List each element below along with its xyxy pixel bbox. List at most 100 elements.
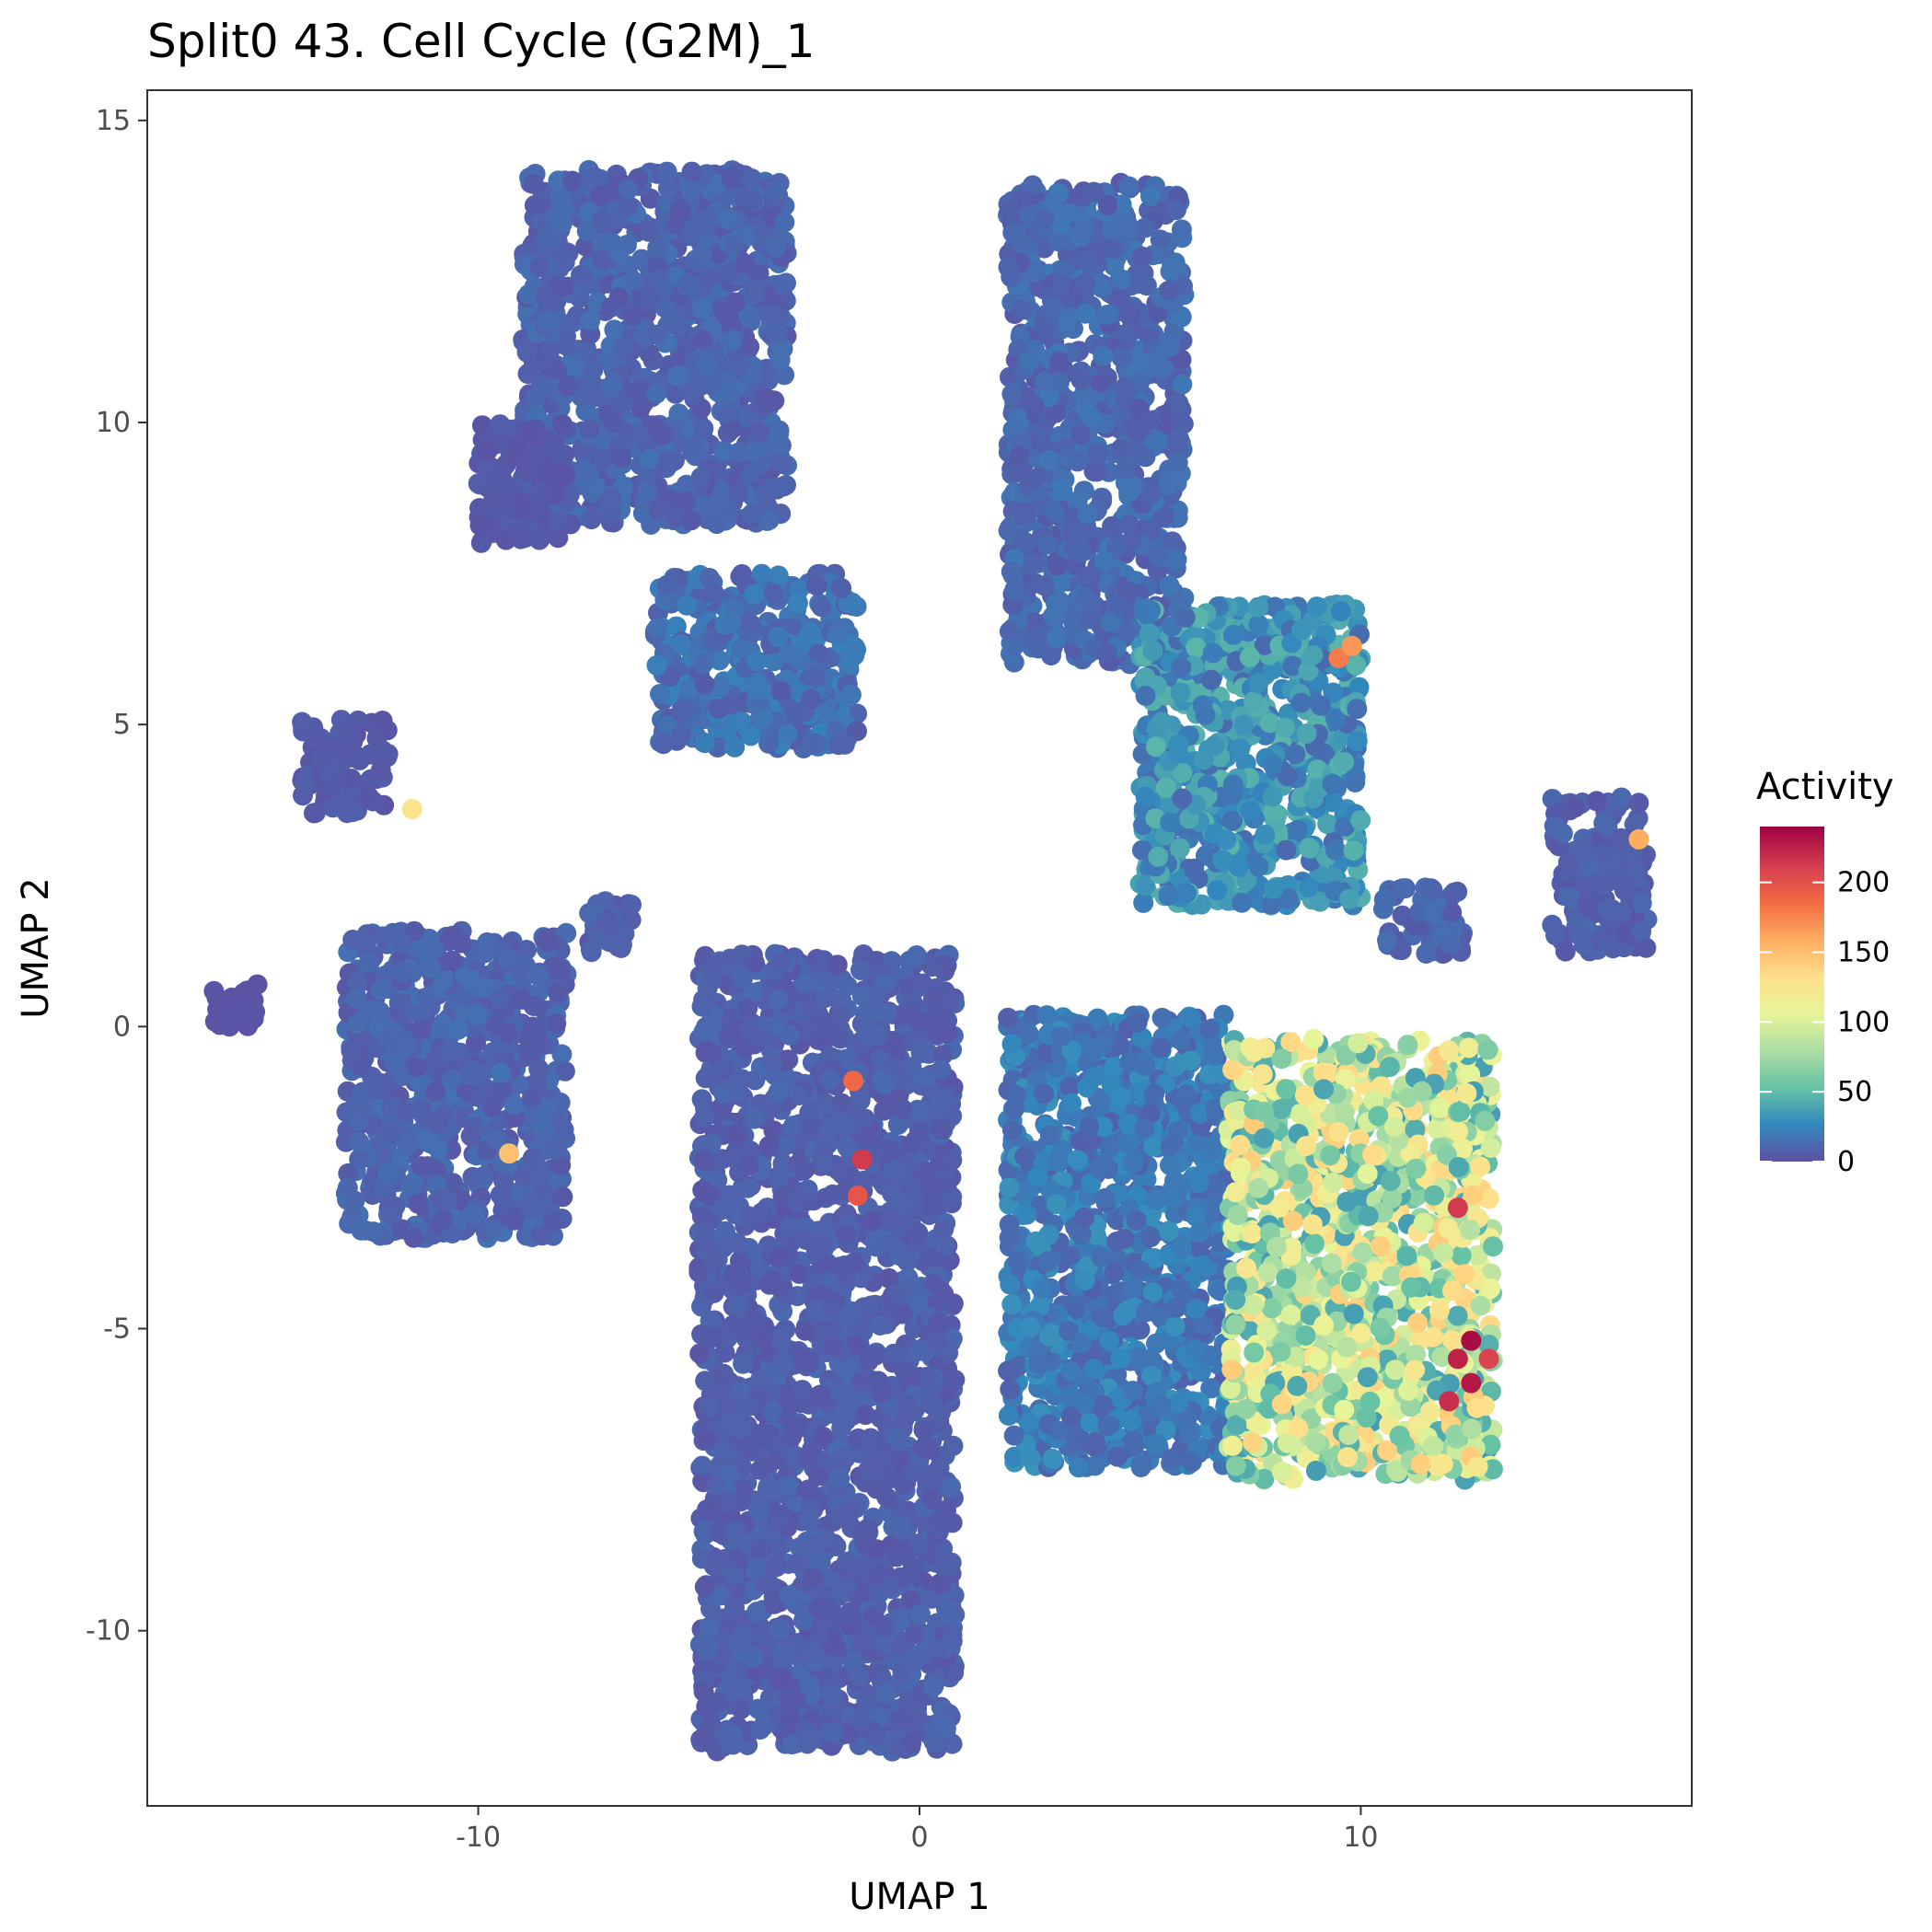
cell-point: [522, 1042, 543, 1063]
cell-point: [347, 1013, 368, 1035]
cell-point: [746, 651, 768, 672]
cell-point: [1171, 657, 1192, 678]
cell-point: [690, 467, 711, 488]
cell-point: [788, 593, 808, 614]
cell-point: [1118, 305, 1140, 326]
cell-point: [1169, 428, 1190, 449]
cell-point: [713, 303, 735, 323]
cell-point: [378, 1162, 399, 1183]
cell-point: [746, 1602, 768, 1622]
cell-point: [1012, 505, 1034, 526]
cell-point: [639, 221, 659, 242]
cell-point: [653, 734, 674, 755]
cell-point: [1071, 522, 1093, 543]
cell-point: [425, 1050, 446, 1071]
cell-point: [370, 979, 391, 1001]
cell-point: [1070, 369, 1092, 390]
cell-point: [518, 283, 539, 305]
cell-point: [723, 235, 744, 256]
cell-point: [555, 334, 576, 355]
cell-point: [1255, 825, 1276, 845]
cell-point: [553, 276, 574, 297]
cell-point: [488, 474, 509, 495]
cell-point: [1168, 393, 1189, 414]
cell-point: [1035, 371, 1055, 392]
cell-point: [538, 310, 559, 331]
cell-point: [581, 509, 602, 530]
cell-point: [1248, 596, 1268, 618]
cell-point: [580, 170, 601, 191]
cell-point: [539, 340, 561, 361]
cell-point: [639, 448, 660, 469]
cell-point: [359, 953, 380, 973]
cell-point: [447, 1019, 469, 1040]
cell-point: [778, 642, 799, 664]
cell-point: [846, 639, 867, 660]
cell-point: [1102, 515, 1123, 537]
cell-point: [1093, 346, 1114, 367]
cell-point: [740, 725, 761, 746]
cell-point: [694, 674, 715, 695]
cell-point: [1350, 810, 1371, 831]
cell-point: [1004, 579, 1025, 600]
cell-point: [1347, 699, 1368, 720]
cell-point: [1160, 812, 1181, 833]
cell-point: [1015, 533, 1036, 554]
cell-point: [333, 741, 354, 762]
cell-point: [1034, 209, 1055, 230]
cell-point: [811, 596, 832, 618]
cell-point: [1165, 200, 1186, 221]
cell-point: [751, 563, 772, 584]
cell-point: [680, 225, 701, 246]
cell-point: [847, 721, 867, 742]
cell-point: [730, 638, 751, 659]
cell-point: [1151, 711, 1173, 733]
cell-point: [1080, 406, 1101, 427]
cell-point: [391, 933, 412, 954]
cell-point: [370, 760, 391, 781]
cell-point: [550, 959, 572, 980]
cell-point: [1047, 555, 1069, 576]
cell-point: [490, 988, 511, 1009]
cell-point: [1075, 587, 1096, 608]
cell-point: [758, 733, 780, 754]
cell-point: [1239, 647, 1260, 667]
cell-point: [1070, 424, 1092, 445]
cell-point: [1009, 445, 1030, 466]
cell-point: [451, 932, 472, 954]
cell-point: [514, 1166, 535, 1187]
cell-point: [722, 612, 743, 633]
cell-point: [693, 418, 714, 439]
cell-point: [1195, 704, 1216, 725]
cell-point: [758, 510, 780, 530]
cell-point: [1339, 888, 1359, 909]
cell-point: [1240, 800, 1261, 821]
cell-point: [1222, 624, 1244, 645]
cell-point: [1116, 458, 1136, 480]
cell-point: [1207, 880, 1228, 901]
cell-point: [1262, 786, 1283, 807]
cell-point: [341, 1040, 362, 1061]
cell-point: [1118, 482, 1140, 503]
cell-point: [522, 1148, 543, 1168]
cell-point: [474, 943, 495, 964]
cell-point: [1121, 530, 1142, 551]
cell-point: [1172, 788, 1193, 809]
cell-point: [578, 463, 599, 483]
cell-point: [1001, 266, 1022, 287]
cell-point: [523, 173, 544, 194]
cell-point: [469, 515, 491, 536]
cell-point: [548, 170, 569, 191]
cell-point: [722, 169, 743, 191]
cell-point: [756, 388, 776, 409]
cell-point: [353, 1099, 375, 1120]
cell-point: [694, 733, 715, 754]
cell-point: [492, 490, 514, 511]
cell-point: [469, 498, 490, 518]
cell-point: [774, 212, 795, 233]
cell-point: [706, 174, 727, 194]
cell-point: [771, 454, 792, 474]
cell-point: [407, 1057, 427, 1078]
cell-point: [1167, 743, 1188, 764]
cell-point: [1172, 374, 1193, 395]
